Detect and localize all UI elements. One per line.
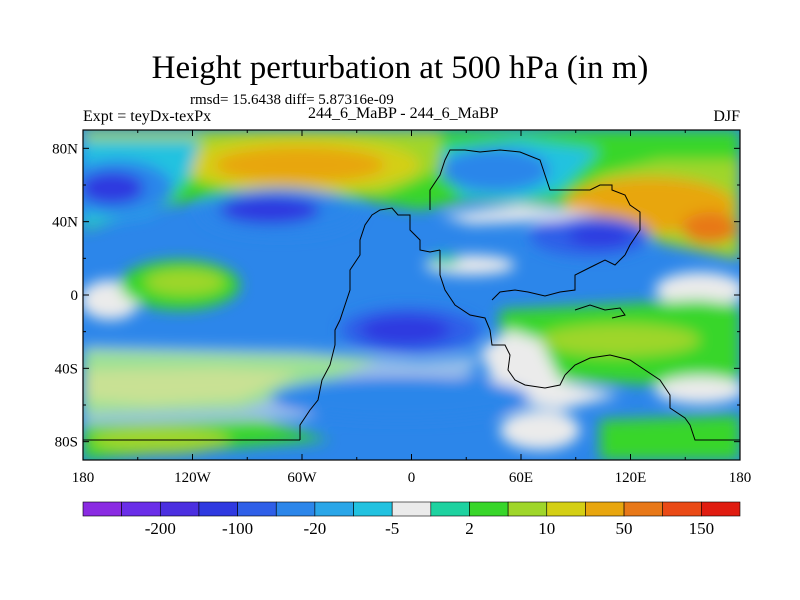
- coast-australia: [564, 354, 740, 441]
- coast-indonesia: [574, 304, 626, 319]
- green-spot-africa: [430, 254, 460, 266]
- colorbar-swatch-8: [391, 501, 432, 517]
- x-tick-label: 180: [72, 470, 95, 486]
- x-tick-label: 60W: [287, 470, 317, 486]
- colorbar-label: -5: [385, 519, 399, 538]
- coast-south-asia: [491, 254, 626, 301]
- colorbar-swatch-13: [585, 501, 625, 517]
- low-siberia: [440, 148, 550, 192]
- x-tick-label: 120W: [174, 470, 212, 486]
- colorbar-swatch-1: [121, 501, 161, 517]
- axes: 180 120W 60W 0 60E 120E 180 80N 40N 0 40S 80S: [52, 130, 751, 486]
- colorbar-swatch-5: [275, 501, 316, 517]
- low-north-pacific-core: [83, 172, 144, 204]
- coast-south-america: [299, 207, 441, 440]
- colorbar-swatch-4: [237, 501, 277, 517]
- season-label: DJF: [713, 108, 740, 125]
- colorbar-swatch-0: [82, 501, 122, 517]
- white-gap-southern-pacific: [655, 376, 740, 404]
- colorbar-label: 150: [689, 519, 715, 538]
- y-tick-label: 80S: [55, 435, 78, 451]
- white-band-south: [83, 345, 480, 425]
- contour-field: [83, 130, 740, 460]
- yellow-high-tropical-pacific: [145, 269, 225, 295]
- x-tick-label: 120E: [615, 470, 647, 486]
- coast-north-africa: [439, 250, 566, 389]
- colorbar-label: 10: [538, 519, 555, 538]
- colorbar-swatch-11: [507, 501, 548, 517]
- colorbar-label: -100: [222, 519, 253, 538]
- colorbar-label: -20: [304, 519, 327, 538]
- colorbar-label: 50: [616, 519, 633, 538]
- colorbar-swatch-6: [314, 501, 354, 517]
- white-gap-southern-indian: [500, 410, 580, 450]
- colorbar-swatch-3: [198, 501, 238, 517]
- white-gap-north-1: [440, 205, 600, 224]
- colorbar-swatch-15: [662, 501, 702, 517]
- colorbar-swatch-10: [469, 501, 509, 517]
- orange-high-core-atlantic: [215, 147, 385, 183]
- orange-high-core-east: [682, 212, 738, 244]
- white-gap-tropic-east: [655, 272, 740, 308]
- colorbar-label: -200: [145, 519, 176, 538]
- colorbar-swatch-9: [430, 501, 470, 517]
- green-band-south-indian: [600, 415, 740, 460]
- colorbar: -200 -100 -20 -5 2 10 50 150: [82, 501, 741, 538]
- chart-title: Height perturbation at 500 hPa (in m): [151, 50, 649, 86]
- stats-subtitle: rmsd= 15.6438 diff= 5.87316e-09: [190, 92, 394, 108]
- yellow-high-indian-ocean: [540, 324, 700, 356]
- colorbar-swatch-12: [546, 501, 586, 517]
- coast-europe-asia: [429, 149, 641, 256]
- experiment-label: Expt = teyDx-texPx: [83, 108, 212, 125]
- y-tick-label: 40N: [52, 215, 78, 231]
- y-tick-label: 80N: [52, 141, 78, 157]
- low-north-america-core: [220, 196, 320, 224]
- cases-label: 244_6_MaBP - 244_6_MaBP: [308, 105, 499, 122]
- x-tick-label: 180: [729, 470, 752, 486]
- x-tick-label: 60E: [509, 470, 533, 486]
- colorbar-swatch-7: [353, 501, 393, 517]
- low-south-atlantic-core: [360, 316, 450, 344]
- coastlines: [83, 149, 740, 441]
- y-tick-label: 0: [71, 288, 79, 304]
- colorbar-label: 2: [465, 519, 474, 538]
- y-tick-label: 40S: [55, 361, 78, 377]
- low-east-asia-core: [568, 226, 632, 246]
- low-southern-ocean: [270, 376, 530, 420]
- colorbar-swatch-2: [159, 501, 200, 517]
- colorbar-swatch-14: [623, 501, 664, 517]
- colorbar-swatch-16: [701, 501, 741, 517]
- x-tick-label: 0: [408, 470, 416, 486]
